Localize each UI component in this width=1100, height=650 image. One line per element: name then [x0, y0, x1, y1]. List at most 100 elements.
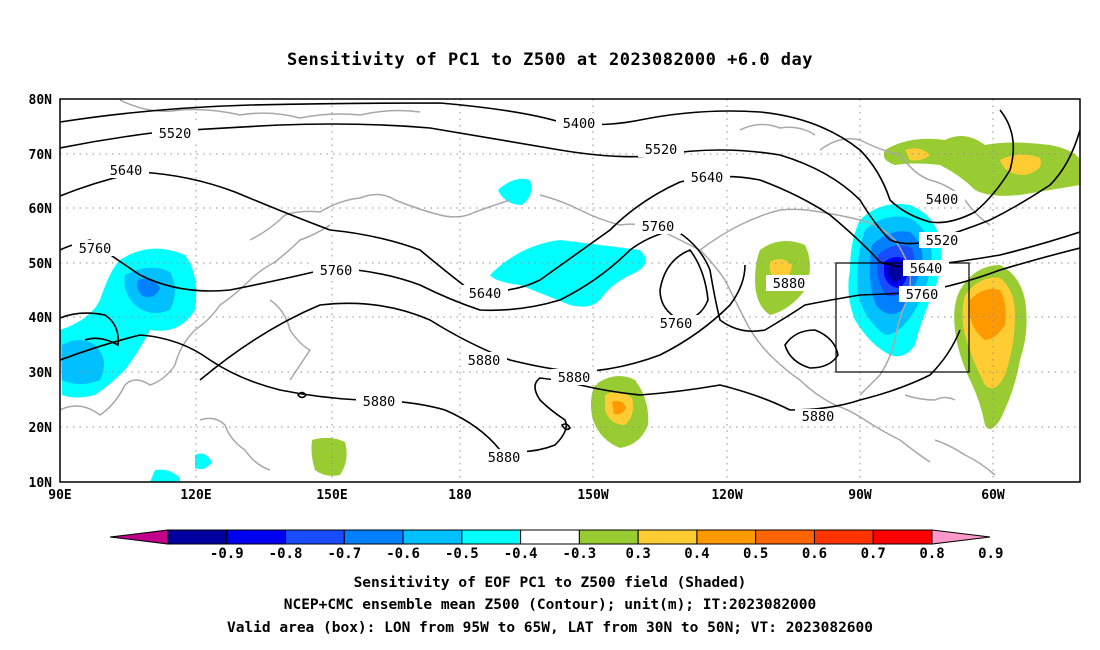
contour-labels: 5520 5400 5520 5640 5640 5760 5760 5640 … — [72, 115, 965, 466]
colorbar-swatch — [696, 529, 757, 545]
lon-label: 150E — [316, 488, 347, 503]
svg-text:5760: 5760 — [642, 219, 675, 235]
shading-layer — [60, 136, 1080, 482]
svg-text:5880: 5880 — [363, 394, 396, 410]
colorbar-label: -0.4 — [504, 546, 538, 562]
contour-5880-south — [60, 329, 961, 453]
colorbar-label: -0.7 — [327, 546, 361, 562]
colorbar-swatch — [343, 529, 404, 545]
svg-text:5640: 5640 — [469, 286, 502, 302]
contour-label: 5640 — [462, 285, 508, 302]
svg-text:5520: 5520 — [645, 142, 678, 158]
svg-text:5640: 5640 — [910, 261, 943, 277]
lat-label: 80N — [29, 93, 53, 108]
contour-label: 5640 — [684, 169, 730, 186]
contour-label: 5400 — [919, 191, 965, 208]
colorbar-label: 0.6 — [802, 546, 827, 562]
contour-label: 5760 — [635, 218, 681, 235]
colorbar-swatch — [285, 529, 345, 545]
svg-text:5400: 5400 — [926, 192, 959, 208]
contour-label: 5520 — [638, 141, 684, 158]
svg-text:5760: 5760 — [906, 287, 939, 303]
colorbar-label: 0.3 — [626, 546, 651, 562]
svg-text:5520: 5520 — [926, 233, 959, 249]
negative-region-tropical2 — [150, 469, 180, 482]
contour-5520-west — [60, 123, 1080, 245]
svg-text:5880: 5880 — [488, 450, 521, 466]
svg-text:5880: 5880 — [558, 370, 591, 386]
colorbar-arrow-right — [931, 529, 991, 545]
contour-5880-loop-na — [784, 329, 839, 369]
contour-5400-pacific — [60, 102, 1015, 224]
caption-shaded: Sensitivity of EOF PC1 to Z500 field (Sh… — [353, 575, 747, 591]
svg-text:5760: 5760 — [79, 241, 112, 257]
svg-text:5520: 5520 — [159, 126, 192, 142]
colorbar-label: 0.7 — [861, 546, 886, 562]
lat-label: 60N — [29, 202, 53, 217]
colorbar-swatch — [813, 529, 874, 545]
colorbar-label: -0.5 — [445, 546, 479, 562]
contour-label: 5520 — [152, 125, 198, 142]
colorbar-swatch — [520, 529, 580, 545]
plot-frame — [59, 98, 1081, 483]
latitude-labels: 80N 70N 60N 50N 40N 30N 20N 10N — [29, 93, 53, 491]
lat-label: 10N — [29, 476, 53, 491]
contour-5760-asia-south — [60, 312, 120, 347]
colorbar-label: 0.5 — [743, 546, 768, 562]
negative-region-bering — [498, 178, 532, 205]
contour-label: 5640 — [103, 162, 149, 179]
contour-label: 5520 — [919, 232, 965, 249]
positive-region-greenland — [883, 136, 1080, 196]
contour-5880-main — [199, 264, 746, 381]
colorbar-swatch — [226, 529, 287, 545]
negative-region-na-c5 — [887, 265, 904, 282]
svg-text:5640: 5640 — [110, 163, 143, 179]
contour-label: 5880 — [461, 352, 507, 369]
colorbar: -0.9 -0.8 -0.7 -0.6 -0.5 -0.4 -0.3 0.3 0.4 0.5 0.6… — [109, 529, 1003, 562]
negative-region-asia-south — [62, 340, 104, 384]
map-title: Sensitivity of PC1 to Z500 at 2023082000… — [286, 50, 813, 70]
lat-label: 70N — [29, 148, 53, 163]
colorbar-swatch — [872, 529, 933, 545]
svg-text:5640: 5640 — [691, 170, 724, 186]
contour-label: 5880 — [356, 393, 402, 410]
caption-valid-area: Valid area (box): LON from 95W to 65W, L… — [226, 620, 873, 636]
contour-5880-tiny2 — [560, 423, 571, 431]
contour-label: 5880 — [766, 275, 812, 292]
colorbar-swatch — [755, 529, 815, 545]
caption-contour: NCEP+CMC ensemble mean Z500 (Contour); u… — [283, 597, 817, 613]
contour-label: 5760 — [653, 315, 699, 332]
svg-text:5760: 5760 — [660, 316, 693, 332]
lon-label: 90E — [48, 488, 71, 503]
contour-5640-west — [60, 171, 1080, 293]
svg-text:5880: 5880 — [802, 409, 835, 425]
lat-label: 20N — [29, 421, 53, 436]
colorbar-label: -0.3 — [563, 546, 597, 562]
colorbar-label: 0.9 — [978, 546, 1003, 562]
positive-region-wpac — [311, 437, 347, 476]
colorbar-label: 0.4 — [684, 546, 709, 562]
svg-text:5760: 5760 — [320, 263, 353, 279]
colorbar-swatch — [402, 529, 463, 545]
colorbar-label: -0.8 — [269, 546, 303, 562]
colorbar-arrow-left — [109, 529, 169, 545]
colorbar-swatch — [637, 529, 698, 545]
lon-label: 180 — [448, 488, 472, 503]
contour-5880-tiny — [296, 391, 308, 399]
contour-label: 5880 — [481, 449, 527, 466]
positive-region-pacific-tropical-core2 — [612, 400, 626, 415]
contour-label: 5760 — [313, 262, 359, 279]
colorbar-swatch — [167, 529, 228, 545]
svg-text:5400: 5400 — [563, 116, 596, 132]
contour-label: 5880 — [551, 369, 597, 386]
contour-5760-west — [60, 229, 1080, 333]
colorbar-label: -0.6 — [386, 546, 420, 562]
contour-label: 5880 — [795, 409, 841, 425]
colorbar-swatch — [461, 529, 522, 545]
colorbar-swatch — [578, 529, 639, 545]
lon-label: 90W — [848, 488, 872, 503]
lon-label: 60W — [981, 488, 1005, 503]
lon-label: 150W — [577, 488, 608, 503]
contour-label: 5400 — [556, 115, 602, 132]
